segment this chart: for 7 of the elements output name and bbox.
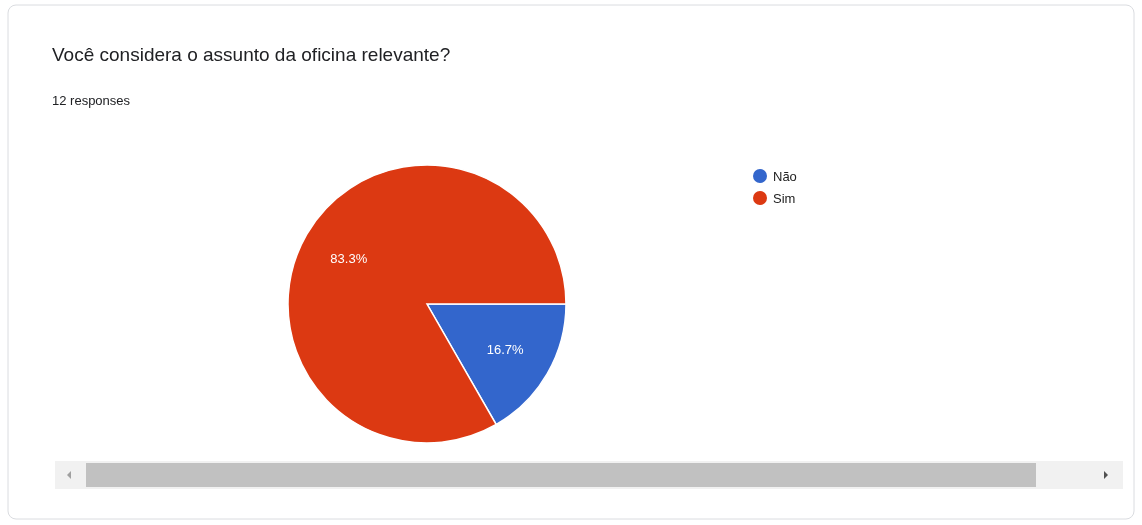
legend-label: Sim: [773, 190, 796, 206]
data-label: 83.3%: [330, 251, 368, 267]
legend-label: Não: [773, 168, 797, 184]
text: 12 responses: [52, 93, 131, 108]
pie-slice: [287, 164, 567, 444]
chart-title: Você considera o assunto da oficina relevante?: [52, 44, 451, 65]
data-label: 16.7%: [486, 341, 525, 357]
